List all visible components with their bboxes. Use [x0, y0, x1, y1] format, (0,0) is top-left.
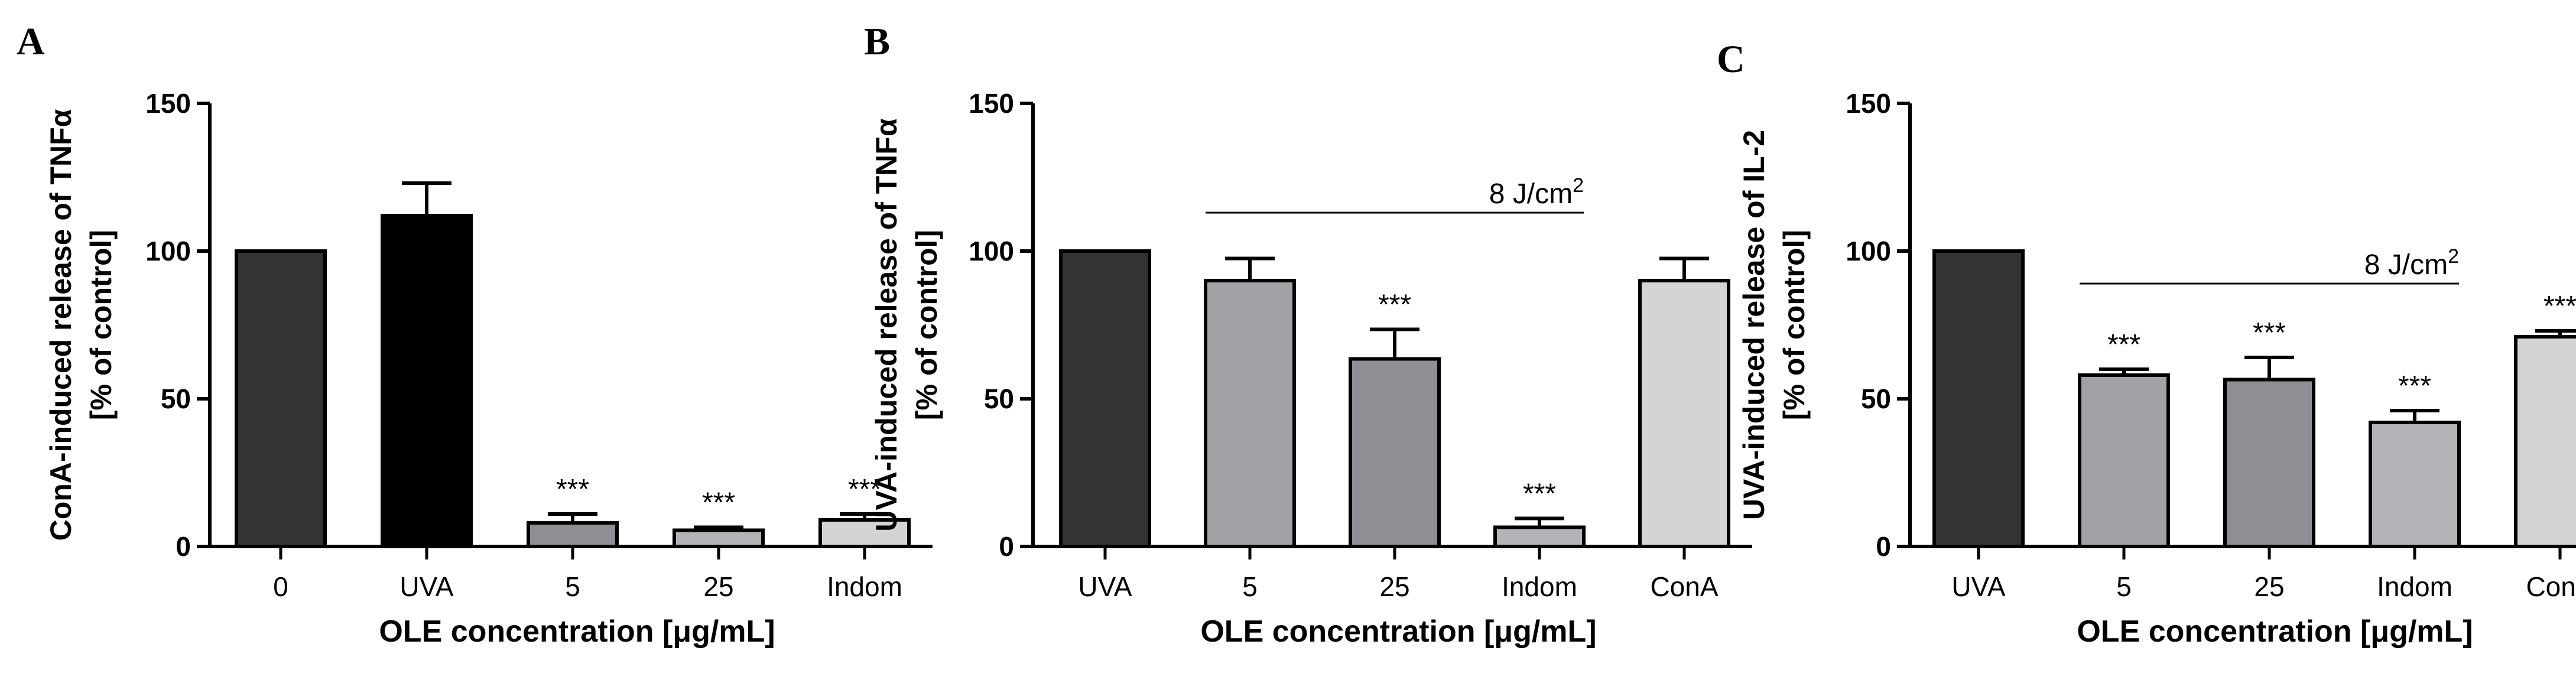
significance-label: ***	[1523, 479, 1556, 510]
x-tick-label: Indom	[2377, 571, 2452, 602]
significance-label: ***	[2543, 291, 2576, 322]
bar	[235, 249, 327, 548]
bar	[1493, 525, 1586, 548]
x-tick-label: UVA	[1078, 571, 1132, 602]
bar	[1059, 249, 1151, 548]
panel-letter: B	[864, 20, 890, 63]
significance-label: ***	[556, 474, 589, 505]
significance-label: ***	[2107, 329, 2140, 360]
x-tick-label: 5	[1242, 571, 1258, 602]
panel-a: A 0 50 100 150 0 UVA 5 *** 25 *** Indom *** ConA-indu…	[17, 20, 933, 649]
significance-label: ***	[848, 474, 881, 505]
bar	[1932, 249, 2025, 548]
x-tick-label: 5	[2116, 571, 2132, 602]
y-tick-label: 50	[1861, 383, 1891, 414]
bar	[2369, 421, 2461, 548]
x-axis-title: OLE concentration [μg/mL]	[2077, 614, 2473, 649]
bar	[2078, 373, 2170, 548]
panel-letter: C	[1717, 38, 1745, 81]
y-tick-label: 100	[1846, 236, 1891, 266]
x-tick-label: 25	[1379, 571, 1409, 602]
bar	[2514, 335, 2576, 548]
x-axis-title: OLE concentration [μg/mL]	[1200, 614, 1596, 649]
y-tick-label: 50	[161, 383, 191, 414]
dose-label: 8 J/cm2	[1489, 174, 1584, 210]
significance-label: ***	[702, 487, 735, 519]
panel-b: B 0 50 100 150 UVA 5 25 *** Indom *** ConA 8 J/cm2 UV…	[864, 20, 1752, 649]
x-tick-label: Indom	[827, 571, 902, 602]
y-tick-label: 0	[999, 531, 1014, 562]
y-tick-label: 150	[1846, 88, 1891, 119]
x-tick-label: 25	[703, 571, 733, 602]
y-axis-title: UVA-induced release of TNFα	[870, 118, 903, 532]
x-tick-label: Indom	[1502, 571, 1577, 602]
y-axis-title: ConA-induced release of TNFα	[44, 109, 77, 541]
y-tick-label: 0	[176, 531, 191, 562]
x-tick-label: ConA	[2526, 571, 2576, 602]
bar	[1349, 357, 1441, 548]
x-tick-label: UVA	[1951, 571, 2005, 602]
x-axis-title: OLE concentration [μg/mL]	[379, 614, 775, 649]
x-tick-label: 25	[2254, 571, 2284, 602]
y-axis-title: [% of control]	[910, 230, 943, 420]
x-tick-label: 5	[565, 571, 580, 602]
panel-c: C 0 50 100 150 UVA 5 *** 25 *** Indom *** ConA *** 8 J…	[1717, 38, 2576, 649]
y-tick-label: 50	[984, 383, 1014, 414]
y-tick-label: 100	[969, 236, 1014, 266]
x-tick-label: ConA	[1650, 571, 1718, 602]
panel-letter: A	[17, 20, 45, 63]
bar	[673, 528, 765, 548]
x-tick-label: UVA	[399, 571, 453, 602]
bar	[527, 521, 619, 548]
y-axis-title: [% of control]	[1778, 230, 1811, 420]
y-tick-label: 0	[1876, 531, 1891, 562]
x-tick-label: 0	[273, 571, 288, 602]
bar	[2223, 378, 2315, 548]
significance-label: ***	[1378, 289, 1411, 321]
y-axis-title: UVA-induced release of IL-2	[1737, 130, 1771, 520]
significance-label: ***	[2398, 370, 2431, 402]
y-tick-label: 150	[145, 88, 191, 119]
y-tick-label: 100	[145, 236, 191, 266]
bar	[1204, 279, 1296, 548]
bar	[381, 214, 473, 548]
y-axis-title: [% of control]	[85, 230, 118, 420]
y-tick-label: 150	[969, 88, 1014, 119]
significance-label: ***	[2253, 317, 2286, 349]
bar	[1638, 279, 1730, 548]
dose-label: 8 J/cm2	[2364, 245, 2459, 281]
